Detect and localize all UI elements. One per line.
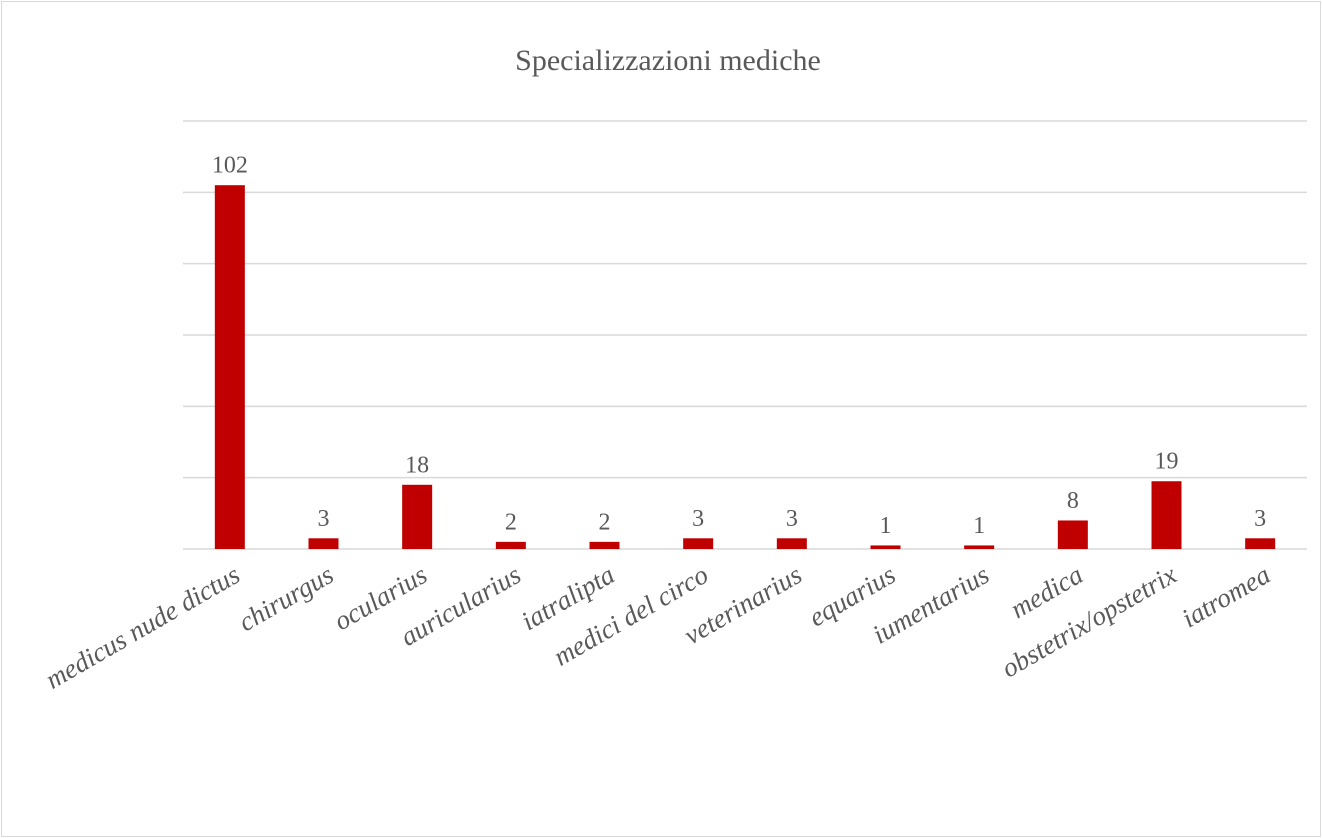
bar [964,545,995,549]
bar [683,538,714,549]
data-label: 1 [973,513,985,539]
bar [1245,538,1276,549]
bar [776,538,807,549]
data-label: 8 [1067,488,1079,514]
data-label: 18 [405,452,429,478]
bar [589,541,620,549]
chart-title: Specializzazioni mediche [515,44,821,77]
bar [495,541,526,549]
bar [402,484,433,549]
data-label: 1 [880,513,892,539]
data-label: 3 [692,506,704,532]
data-label: 3 [786,506,798,532]
data-label: 3 [318,506,330,532]
bar [308,538,339,549]
bar [1057,520,1088,549]
data-label: 102 [212,153,248,179]
bar [214,185,245,549]
data-label: 19 [1155,449,1179,475]
data-label: 2 [505,509,517,535]
bar [1151,481,1182,549]
data-label: 2 [599,509,611,535]
data-label: 3 [1254,506,1266,532]
bar [870,545,901,549]
